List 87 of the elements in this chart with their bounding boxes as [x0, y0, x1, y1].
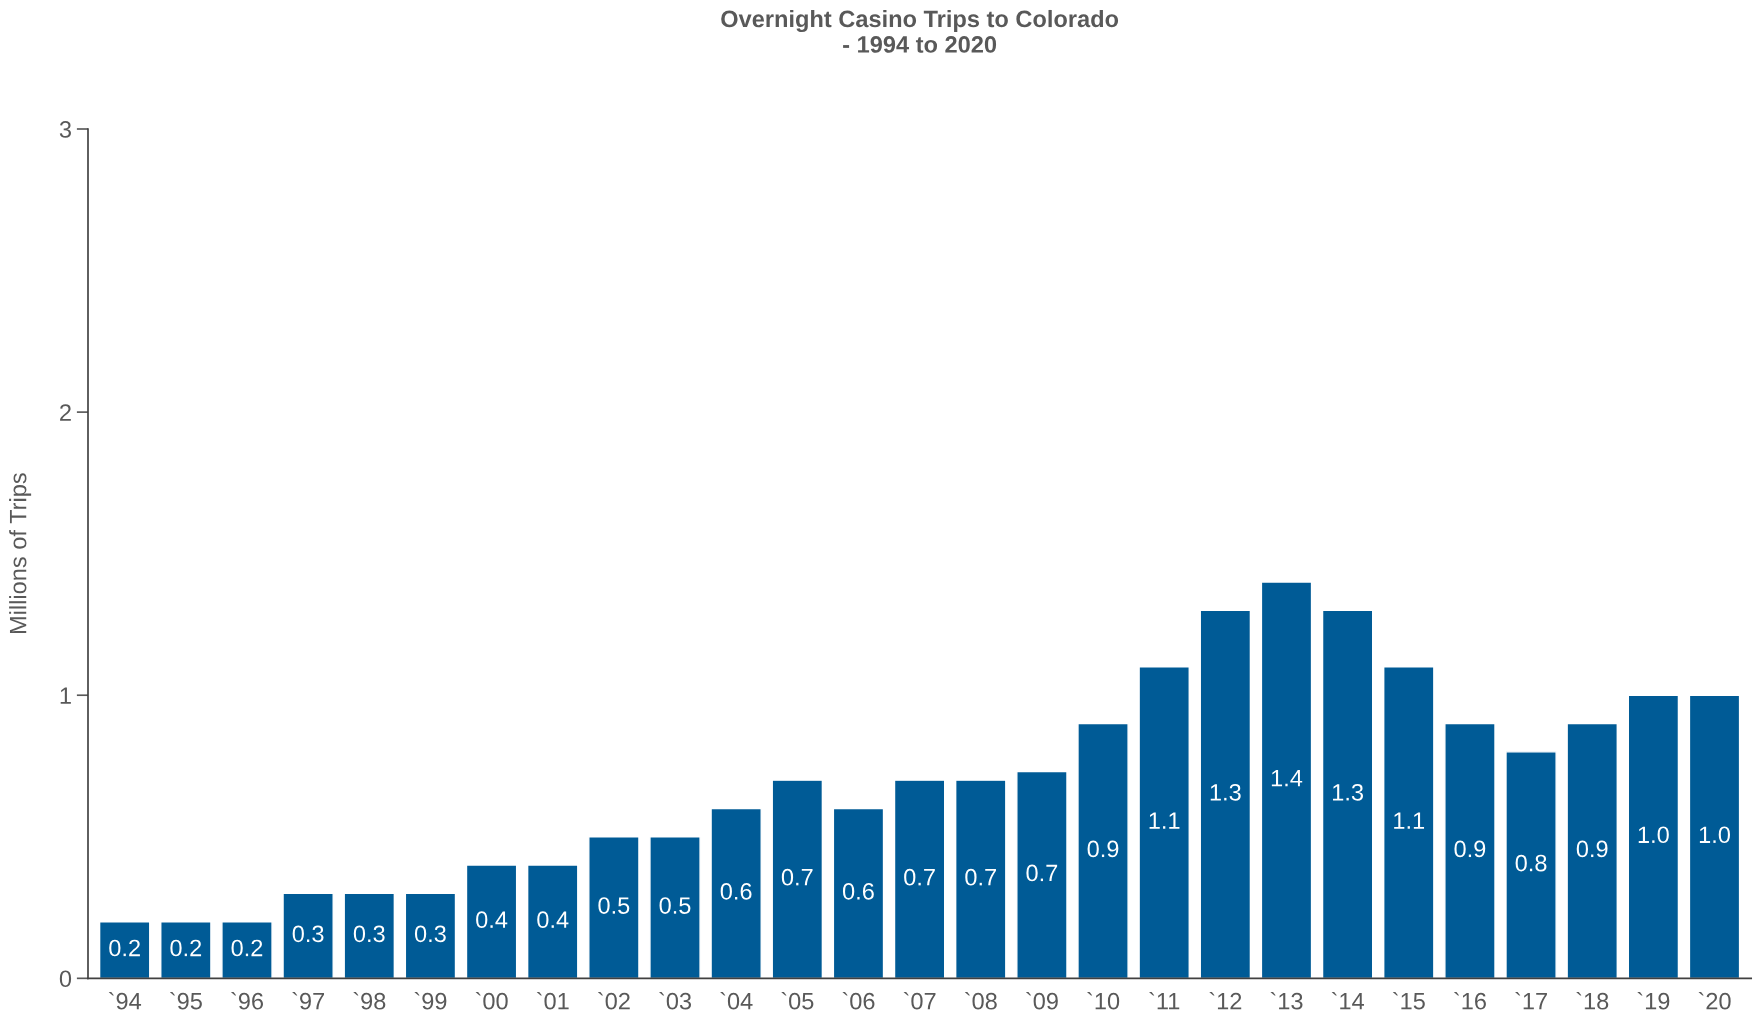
x-tick-label: `05 [781, 991, 814, 1010]
data-label: 1.4 [1271, 770, 1303, 787]
data-label: 1.1 [1149, 812, 1180, 829]
data-label: 0.7 [1026, 864, 1058, 882]
x-tick-label: `11 [1149, 991, 1180, 1010]
data-label: 0.8 [1515, 854, 1547, 872]
bar [1627, 694, 1680, 979]
bar [893, 779, 946, 979]
y-tick-label: 0 [59, 970, 72, 988]
x-tick-label: `12 [1209, 991, 1242, 1010]
bar [1077, 722, 1129, 979]
bar [1321, 609, 1374, 979]
data-label: 0.6 [842, 883, 874, 900]
data-label: 0.9 [1576, 840, 1608, 858]
data-label: 0.7 [965, 868, 996, 886]
data-label: 0.5 [598, 897, 630, 914]
data-label: 0.3 [292, 925, 324, 943]
bar [282, 892, 334, 979]
bar [526, 864, 579, 979]
y-tick-label: 3 [59, 121, 71, 138]
x-tick-label: `00 [475, 991, 508, 1010]
x-tick-label: `04 [720, 991, 753, 1010]
data-label: 0.4 [537, 911, 569, 929]
bar [771, 779, 824, 979]
bar [588, 836, 640, 979]
bar [1444, 722, 1496, 979]
data-label: 0.2 [231, 939, 263, 957]
bar [1138, 666, 1190, 979]
x-tick-label: `09 [1026, 991, 1058, 1010]
bar [465, 864, 518, 979]
data-label: 0.7 [904, 868, 935, 886]
data-label: 1.0 [1699, 826, 1730, 844]
bar [160, 921, 212, 979]
bar [710, 807, 762, 979]
data-label: 1.1 [1394, 812, 1425, 829]
x-tick-label: `03 [659, 991, 692, 1010]
bar [1688, 694, 1741, 979]
bar [649, 836, 701, 979]
x-tick-label: `96 [231, 991, 264, 1010]
data-label: 0.2 [170, 939, 202, 957]
data-label: 0.9 [1454, 840, 1486, 858]
x-tick-label: `20 [1698, 991, 1731, 1010]
bar [1260, 581, 1313, 979]
data-label: 0.3 [353, 925, 385, 943]
bar [1016, 770, 1068, 979]
bar [343, 892, 396, 979]
x-tick-label: `07 [903, 991, 936, 1010]
x-tick-label: `14 [1331, 991, 1364, 1010]
data-label: 0.5 [659, 897, 691, 914]
data-label: 1.0 [1638, 826, 1669, 844]
x-tick-label: `01 [536, 991, 569, 1010]
data-label: 0.2 [109, 939, 140, 957]
x-tick-label: `18 [1576, 991, 1609, 1010]
y-axis-title: Millions of Trips [9, 473, 32, 634]
bar [221, 921, 273, 979]
data-label: 0.9 [1087, 840, 1119, 858]
y-tick-label: 1 [60, 687, 71, 704]
y-tick-label: 2 [60, 404, 71, 421]
data-label: 0.3 [414, 925, 446, 943]
x-tick-label: `99 [414, 991, 447, 1010]
data-label: 1.3 [1333, 783, 1363, 801]
x-tick-label: `08 [964, 991, 997, 1010]
data-label: 0.7 [781, 868, 813, 886]
chart-title: Overnight Casino Trips to Colorado - 1994 to 2020 [721, 9, 1119, 53]
x-tick-label: `95 [170, 991, 202, 1010]
x-tick-label: `98 [353, 991, 386, 1010]
x-tick-label: `97 [292, 991, 325, 1010]
bar [1383, 666, 1435, 979]
x-tick-label: `13 [1270, 991, 1303, 1010]
data-label: 1.3 [1210, 783, 1241, 801]
data-label: 0.4 [476, 911, 508, 929]
x-tick-label: `10 [1087, 991, 1120, 1010]
bar [1505, 751, 1557, 979]
bar [404, 892, 457, 979]
bar [1566, 722, 1618, 979]
x-tick-label: `02 [598, 991, 630, 1010]
x-tick-label: `94 [108, 991, 142, 1010]
x-tick-label: `19 [1637, 991, 1670, 1010]
bar [1199, 609, 1252, 979]
bar [954, 779, 1007, 979]
bar [832, 807, 885, 979]
x-tick-label: `15 [1392, 991, 1425, 1010]
data-label: 0.6 [720, 883, 752, 900]
x-tick-label: `17 [1515, 991, 1547, 1010]
bar [98, 921, 151, 979]
x-tick-label: `06 [842, 991, 875, 1010]
x-tick-label: `16 [1454, 991, 1486, 1010]
